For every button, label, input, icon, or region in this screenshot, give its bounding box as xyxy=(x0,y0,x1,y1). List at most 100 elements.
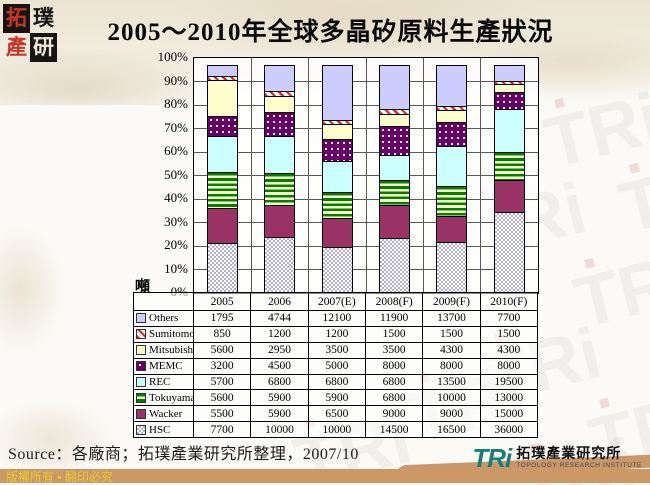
table-header-cell: 2007(E) xyxy=(307,292,365,310)
bar-segment-hsc xyxy=(379,238,411,293)
table-header-cell: 2006 xyxy=(250,292,308,310)
value-cell: 1500 xyxy=(479,325,537,342)
bar-column xyxy=(481,58,538,293)
legend-swatch xyxy=(136,361,146,372)
bar-segment-mitsubishi xyxy=(207,80,239,117)
y-tick-label: 20% xyxy=(164,237,188,252)
bar-column xyxy=(309,58,366,293)
bar-segment-memc xyxy=(493,92,525,111)
value-cell: 5700 xyxy=(193,373,251,390)
value-cell: 19500 xyxy=(479,373,537,390)
value-cell: 4744 xyxy=(250,310,308,326)
seal-char: 拓 xyxy=(3,4,30,33)
bar-segment-others xyxy=(379,65,411,111)
value-cell: 3500 xyxy=(364,341,423,358)
value-cell: 13500 xyxy=(422,373,480,390)
value-cell: 8000 xyxy=(422,357,480,374)
value-cell: 3200 xyxy=(193,357,251,374)
bar-segment-others xyxy=(436,65,468,108)
bar-segment-rec xyxy=(493,109,525,153)
table-header-cell: 2009(F) xyxy=(422,292,480,310)
row-label: Tokuyama xyxy=(149,391,193,404)
plot-area xyxy=(193,57,539,294)
bar-segment-hsc xyxy=(264,237,296,293)
bar-segment-hsc xyxy=(321,246,353,293)
legend-swatch xyxy=(136,392,146,403)
gridline-vertical xyxy=(480,58,482,293)
tri-logo-en: TOPOLOGY RESEARCH INSTITUTE xyxy=(516,462,642,469)
value-cell: 12100 xyxy=(307,310,365,326)
y-tick-label: 60% xyxy=(164,143,188,158)
bar-column xyxy=(423,58,480,293)
watermark-red-square xyxy=(554,97,565,109)
value-cell: 9000 xyxy=(364,405,423,422)
bar-segment-mitsubishi xyxy=(321,124,353,141)
bar-segment-rec xyxy=(436,145,468,187)
bar-segment-hsc xyxy=(436,242,468,293)
row-label: Sumitomo xyxy=(149,328,193,341)
legend-cell: Others xyxy=(133,310,193,326)
bar-segment-memc xyxy=(321,139,353,163)
tri-logo-cn: 拓璞產業研究所 xyxy=(516,447,622,462)
value-cell: 11900 xyxy=(364,310,423,326)
stacked-bar xyxy=(264,58,296,293)
legend-cell: Mitsubishi xyxy=(133,341,193,358)
bar-segment-wacker xyxy=(436,215,468,244)
y-tick-label: 90% xyxy=(164,72,188,88)
copyright-bar: 版權所有 ▪ 翻印必究 xyxy=(0,469,650,484)
bar-segment-others xyxy=(493,65,525,83)
bar-segment-wacker xyxy=(321,217,353,248)
tri-logo-mark: TRi xyxy=(472,443,512,473)
bar-segment-tokuyama xyxy=(436,185,468,217)
value-cell: 4500 xyxy=(250,357,308,374)
legend-cell: HSC xyxy=(133,421,193,438)
gridline-vertical xyxy=(308,58,310,293)
gridline-vertical xyxy=(422,58,424,293)
value-cell: 5600 xyxy=(193,389,251,406)
bar-segment-tokuyama xyxy=(264,173,296,207)
bar-segment-memc xyxy=(207,115,239,137)
copyright-text: 版權所有 ▪ 翻印必究 xyxy=(6,469,113,484)
legend-swatch xyxy=(136,345,146,356)
table-header-cell: 2010(F) xyxy=(479,292,537,310)
bar-segment-memc xyxy=(379,126,411,157)
value-cell: 850 xyxy=(193,325,251,342)
legend-cell: Tokuyama xyxy=(133,389,193,406)
legend-cell: Wacker xyxy=(133,405,193,422)
value-cell: 15000 xyxy=(479,405,537,422)
stacked-bar xyxy=(379,58,411,293)
watermark-red-square xyxy=(629,162,640,174)
value-cell: 2950 xyxy=(250,341,308,358)
bar-segment-tokuyama xyxy=(379,180,411,206)
y-tick-label: 40% xyxy=(164,190,188,205)
value-cell: 16500 xyxy=(422,421,480,438)
bar-segment-mitsubishi xyxy=(379,113,411,128)
row-label: Others xyxy=(149,312,179,325)
bar-segment-rec xyxy=(207,135,239,174)
value-cell: 3500 xyxy=(307,341,365,358)
bar-segment-wacker xyxy=(379,204,411,240)
bar-segment-rec xyxy=(321,161,353,193)
value-cell: 5000 xyxy=(307,357,365,374)
parchment-blotch xyxy=(0,225,65,355)
row-label: REC xyxy=(149,376,171,388)
legend-swatch xyxy=(136,329,146,340)
legend-cell: MEMC xyxy=(133,357,193,374)
value-cell: 5900 xyxy=(250,389,308,406)
bar-column xyxy=(251,58,308,293)
row-label: Wacker xyxy=(149,407,183,420)
stacked-bar xyxy=(493,58,525,293)
bar-segment-rec xyxy=(264,135,296,175)
value-cell: 1500 xyxy=(422,325,480,342)
bar-segment-memc xyxy=(264,111,296,137)
legend-cell: REC xyxy=(133,373,193,390)
bar-segment-others xyxy=(321,65,353,121)
slide-title: 2005～2010年全球多晶矽原料生產狀況 xyxy=(107,19,554,46)
value-cell: 8000 xyxy=(364,357,423,374)
source-note: Source：各廠商；拓璞產業研究所整理，2007/10 xyxy=(8,446,359,463)
data-table: 2005 2006 2007(E) 2008(F) 2009(F) 2010(F) Othe… xyxy=(133,292,538,439)
parchment-blotch xyxy=(0,400,115,480)
value-cell: 13700 xyxy=(422,310,480,326)
unit-label: 噸 xyxy=(135,279,151,295)
